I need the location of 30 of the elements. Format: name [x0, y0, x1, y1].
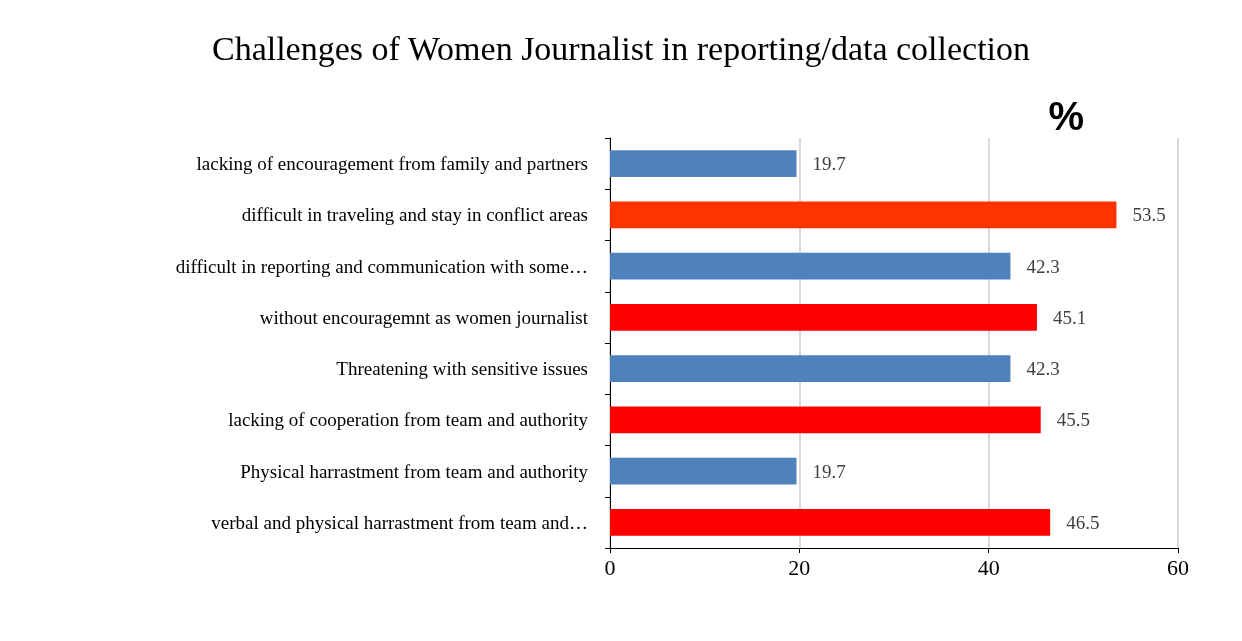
bar: [610, 252, 1011, 280]
data-label: 19.7: [812, 460, 846, 482]
data-label: 42.3: [1026, 255, 1060, 277]
y-tick-label: verbal and physical harrastment from team and…: [211, 511, 588, 533]
bar: [610, 201, 1117, 229]
data-label: 53.5: [1132, 204, 1166, 226]
bar: [610, 509, 1051, 536]
y-tick-label: lacking of encouragement from family and partners: [196, 153, 588, 175]
y-tick-label: difficult in reporting and communication with some…: [175, 255, 588, 277]
bar: [610, 457, 797, 485]
data-label: 45.1: [1052, 306, 1087, 328]
bar: [610, 355, 1011, 382]
bar: [610, 150, 797, 177]
x-tick-label: 0: [604, 554, 616, 580]
bar: [610, 304, 1037, 331]
x-tick-label: 40: [977, 554, 1000, 580]
data-label: 46.5: [1066, 511, 1100, 533]
chart-title: Challenges of Women Journalist in reporting/data collection: [211, 29, 1031, 67]
x-tick-label: 20: [788, 554, 811, 580]
data-label: 42.3: [1026, 358, 1060, 380]
y-tick-label: without encouragemnt as women journalist: [259, 306, 589, 328]
x-axis-title: %: [1048, 94, 1085, 138]
y-tick-label: Threatening with sensitive issues: [336, 358, 588, 380]
data-label: 45.5: [1056, 409, 1090, 431]
y-tick-label: Physical harrastment from team and authority: [240, 460, 589, 482]
y-tick-label: lacking of cooperation from team and authority: [228, 409, 589, 431]
y-tick-label: difficult in traveling and stay in conflict areas: [241, 204, 588, 226]
bar: [610, 406, 1041, 434]
data-label: 19.7: [812, 153, 846, 175]
x-tick-label: 60: [1167, 554, 1189, 580]
